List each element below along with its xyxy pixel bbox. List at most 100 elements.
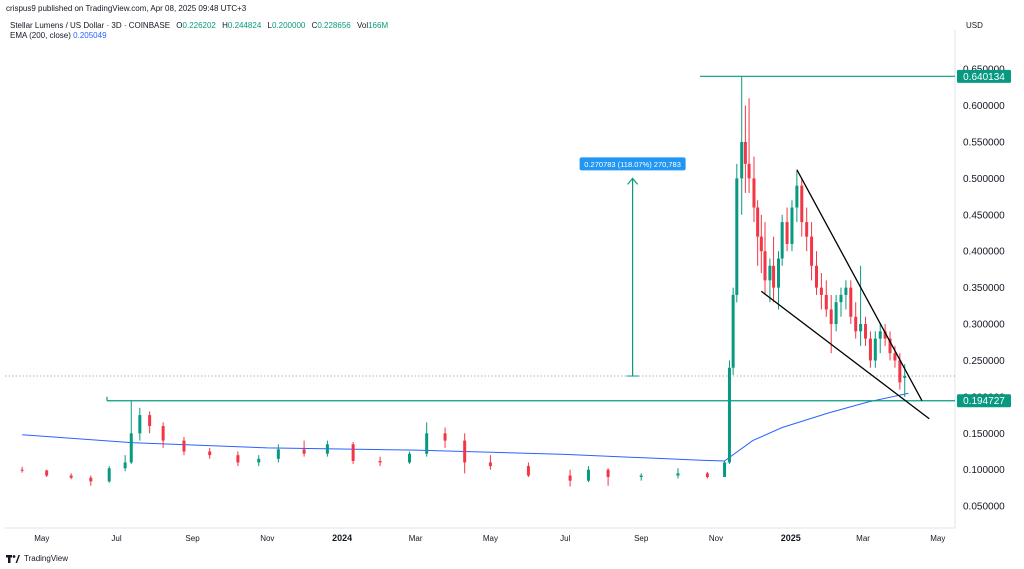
candle-body xyxy=(148,415,152,427)
candle-body xyxy=(800,185,804,223)
wedge-upper-trendline xyxy=(796,169,923,401)
measure-label: 0.270783 (118.07%) 270,783 xyxy=(584,160,681,169)
candle-body xyxy=(763,251,767,281)
candle-body xyxy=(903,375,907,378)
tradingview-brand[interactable]: TradingView xyxy=(6,554,68,563)
open-value: 0.226202 xyxy=(182,21,216,30)
candle-body xyxy=(893,353,897,361)
candle-body xyxy=(606,469,610,478)
candle-body xyxy=(568,475,572,481)
candle-body xyxy=(639,475,643,478)
candle-body xyxy=(839,294,843,303)
x-tick-label: May xyxy=(930,534,945,543)
candle-body xyxy=(723,462,727,478)
y-tick-label: 0.300000 xyxy=(963,320,1005,331)
ema-200-line xyxy=(22,392,909,462)
ohlc-legend: Stellar Lumens / US Dollar · 3D · COINBA… xyxy=(10,21,388,30)
candle-body xyxy=(20,469,24,471)
candle-body xyxy=(873,338,877,361)
candle-body xyxy=(795,185,799,208)
candle-body xyxy=(161,426,165,441)
candle-body xyxy=(488,462,492,467)
candle-body xyxy=(814,265,818,288)
ema-value: 0.205049 xyxy=(73,31,107,40)
wedge-lower-trendline xyxy=(760,290,930,420)
candle-body xyxy=(463,440,467,463)
candle-body xyxy=(864,324,868,339)
x-tick-label: Nov xyxy=(709,534,723,543)
candle-body xyxy=(772,265,776,288)
candle-body xyxy=(526,466,530,476)
candle-body xyxy=(208,451,212,456)
candle-body xyxy=(752,178,756,208)
x-tick-label: May xyxy=(34,534,49,543)
low-value: 0.200000 xyxy=(271,21,306,30)
candle-body xyxy=(325,444,329,454)
high-level-label: 0.640134 xyxy=(963,72,1005,83)
candle-body xyxy=(727,367,731,463)
ema-label: EMA (200, close) xyxy=(10,31,71,40)
symbol-label: Stellar Lumens / US Dollar · 3D · COINBA… xyxy=(10,21,171,30)
candle-body xyxy=(844,287,848,295)
x-tick-label: May xyxy=(483,534,498,543)
measure-arrowhead xyxy=(627,177,639,185)
candle-body xyxy=(785,222,789,244)
published-caption: crispus9 published on TradingView.com, A… xyxy=(6,4,247,13)
y-tick-label: 0.450000 xyxy=(963,210,1005,221)
candle-body xyxy=(45,470,49,476)
candle-body xyxy=(898,360,902,383)
candle-body xyxy=(378,460,382,463)
high-level-label-bg xyxy=(957,69,1011,83)
close-label: C xyxy=(311,21,318,30)
volume-label: Vol xyxy=(356,21,369,30)
candle-body xyxy=(586,469,590,481)
candle-body xyxy=(740,141,744,179)
candle-body xyxy=(883,331,887,339)
candle-body xyxy=(868,338,872,361)
high-value: 0.244824 xyxy=(227,21,262,30)
tradingview-logo-icon xyxy=(6,554,20,563)
y-tick-label: 0.500000 xyxy=(963,174,1005,185)
high-label: H xyxy=(222,21,228,30)
x-tick-label: Nov xyxy=(260,534,274,543)
candle-body xyxy=(810,236,814,266)
candle-body xyxy=(705,473,709,478)
y-tick-label: 0.050000 xyxy=(963,502,1005,513)
candle-body xyxy=(351,444,355,461)
support-level-label: 0.194727 xyxy=(963,396,1005,407)
candle-body xyxy=(182,440,186,452)
candle-body xyxy=(107,468,111,482)
y-tick-label: 0.600000 xyxy=(963,101,1005,112)
candle-body xyxy=(123,462,127,469)
y-tick-label: 0.400000 xyxy=(963,247,1005,258)
candle-body xyxy=(731,294,735,368)
candle-body xyxy=(780,222,784,259)
open-label: O xyxy=(176,21,183,30)
candle-body xyxy=(138,415,142,434)
candle-body xyxy=(878,331,882,339)
candle-body xyxy=(129,433,133,463)
low-label: L xyxy=(267,21,272,30)
candle-body xyxy=(834,302,838,325)
y-tick-label: 0.250000 xyxy=(963,356,1005,367)
candle-body xyxy=(735,178,739,295)
ema-legend: EMA (200, close) 0.205049 xyxy=(10,31,107,40)
x-tick-label: Mar xyxy=(409,534,423,543)
candle-body xyxy=(676,473,680,476)
x-tick-label: Sep xyxy=(634,534,649,543)
candle-body xyxy=(790,207,794,244)
candle-body xyxy=(854,316,858,332)
candle-body xyxy=(759,236,763,252)
measure-label-bg xyxy=(579,157,686,171)
candle-body xyxy=(747,163,751,179)
candle-body xyxy=(849,287,853,317)
candle-body xyxy=(819,287,823,295)
candle-body xyxy=(89,477,93,482)
candle-body xyxy=(276,449,280,459)
y-tick-label: 0.350000 xyxy=(963,283,1005,294)
candle-body xyxy=(302,449,306,454)
candle-body xyxy=(236,455,240,463)
candle-body xyxy=(443,433,447,441)
y-tick-label: 0.550000 xyxy=(963,137,1005,148)
